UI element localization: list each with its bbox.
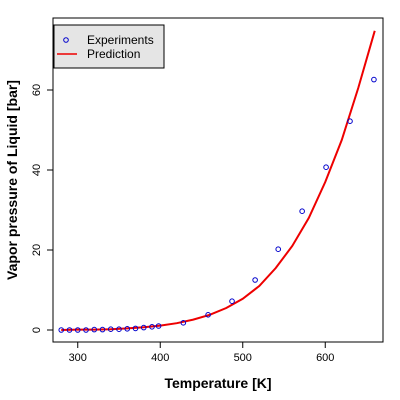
x-tick-label: 400 [151,352,169,364]
y-axis-title: Vapor pressure of Liquid [bar] [4,80,20,280]
experiment-point [132,325,139,332]
experiment-point [323,164,329,170]
y-tick-label: 20 [31,244,43,256]
experiment-point [371,76,377,83]
series-layer [58,30,377,333]
x-tick-label: 600 [316,352,334,364]
experiment-point [74,327,81,333]
experiment-point [116,326,122,333]
experiment-point [83,327,89,333]
experiment-point [299,208,305,214]
legend-label: Experiments [87,33,154,47]
x-axis: 300 400 500 600 [69,342,334,364]
y-axis: 0 20 40 60 [31,84,53,333]
legend-label: Prediction [87,47,140,61]
experiment-point [155,323,162,329]
y-tick-label: 0 [31,327,43,333]
experiment-point [91,326,98,333]
experiment-point [66,327,73,333]
experiment-point [205,312,211,318]
experiment-point [99,326,106,333]
y-tick-label: 60 [31,84,43,96]
experiment-point [180,320,187,326]
experiment-point [275,246,282,252]
legend-marker-experiments [63,37,69,43]
x-axis-title: Temperature [K] [164,375,271,391]
experiment-point [229,298,235,305]
experiment-point [107,326,114,333]
experiment-point [58,327,65,333]
y-tick-label: 40 [31,164,43,176]
x-tick-label: 500 [234,352,252,364]
experiment-point [140,324,147,331]
plot-frame [52,17,384,343]
experiment-point [124,326,131,332]
experiment-point [149,324,155,330]
x-tick-label: 300 [69,352,87,364]
legend-box [53,24,165,69]
experiment-point [347,118,353,124]
experiment-point [252,277,258,283]
